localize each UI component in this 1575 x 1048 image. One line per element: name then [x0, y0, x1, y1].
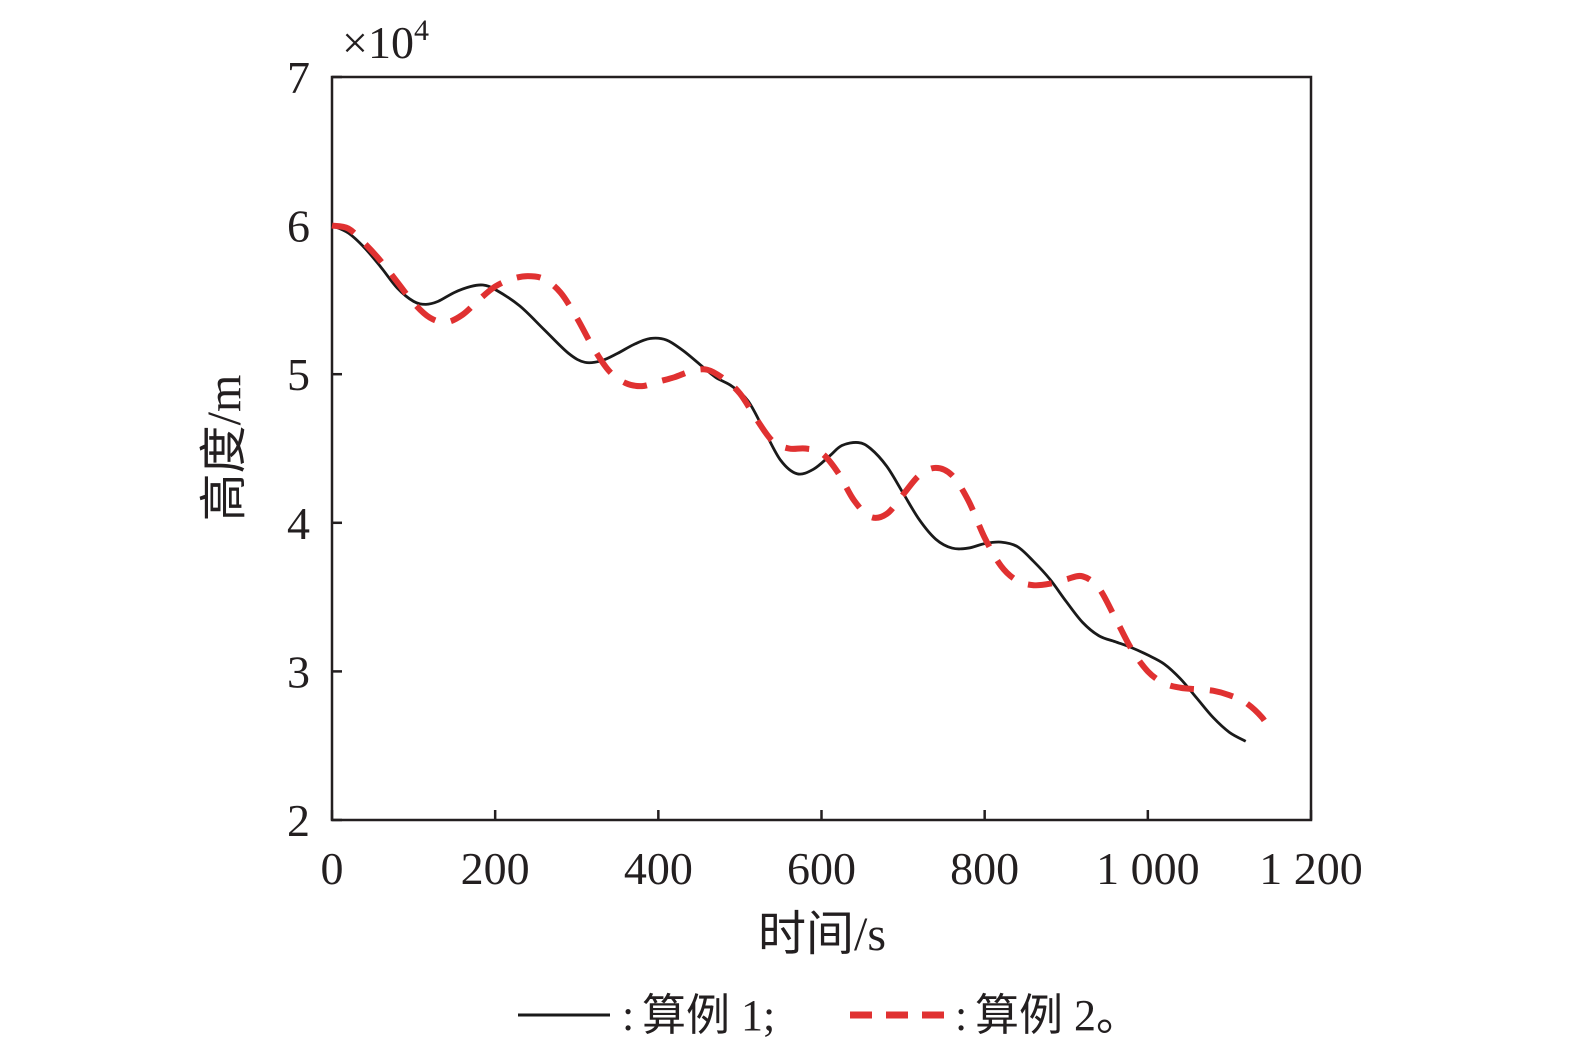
- y-tick-label: 5: [287, 349, 310, 400]
- x-tick-label: 200: [461, 843, 530, 894]
- x-axis-title: 时间/s: [758, 908, 886, 961]
- y-scale-factor: ×104: [342, 14, 429, 68]
- plot-frame: [330, 75, 1313, 822]
- x-tick-label: 0: [321, 843, 344, 894]
- legend-colon-series-1: :: [622, 991, 634, 1040]
- y-tick-label: 3: [287, 646, 310, 697]
- y-tick-label: 6: [287, 201, 310, 252]
- series-line-2: [331, 222, 1273, 733]
- y-tick-label: 4: [287, 498, 310, 549]
- series-layer: [331, 222, 1273, 743]
- y-scale-exponent: 4: [414, 14, 429, 47]
- legend-colon-series-2: :: [955, 991, 967, 1040]
- y-scale-multiplier: ×10: [342, 17, 414, 68]
- x-tick-label: 800: [950, 843, 1019, 894]
- y-tick-label: 7: [287, 52, 310, 103]
- x-tick-label: 400: [624, 843, 693, 894]
- legend: : 算例 1; : 算例 2。: [518, 991, 1140, 1040]
- y-axis-ticks: 2 3 4 5 6 7: [287, 52, 342, 846]
- legend-label-series-2: 算例 2。: [975, 991, 1140, 1040]
- x-tick-label: 600: [787, 843, 856, 894]
- series-line-1: [331, 224, 1247, 743]
- x-tick-label: 1 000: [1096, 843, 1200, 894]
- y-axis-title: 高度/m: [198, 375, 251, 522]
- x-axis-ticks: 0 200 400 600 800 1 000 1 200: [321, 810, 1363, 894]
- legend-label-series-1: 算例 1;: [642, 991, 775, 1040]
- x-tick-label: 1 200: [1259, 843, 1363, 894]
- y-tick-label: 2: [287, 795, 310, 846]
